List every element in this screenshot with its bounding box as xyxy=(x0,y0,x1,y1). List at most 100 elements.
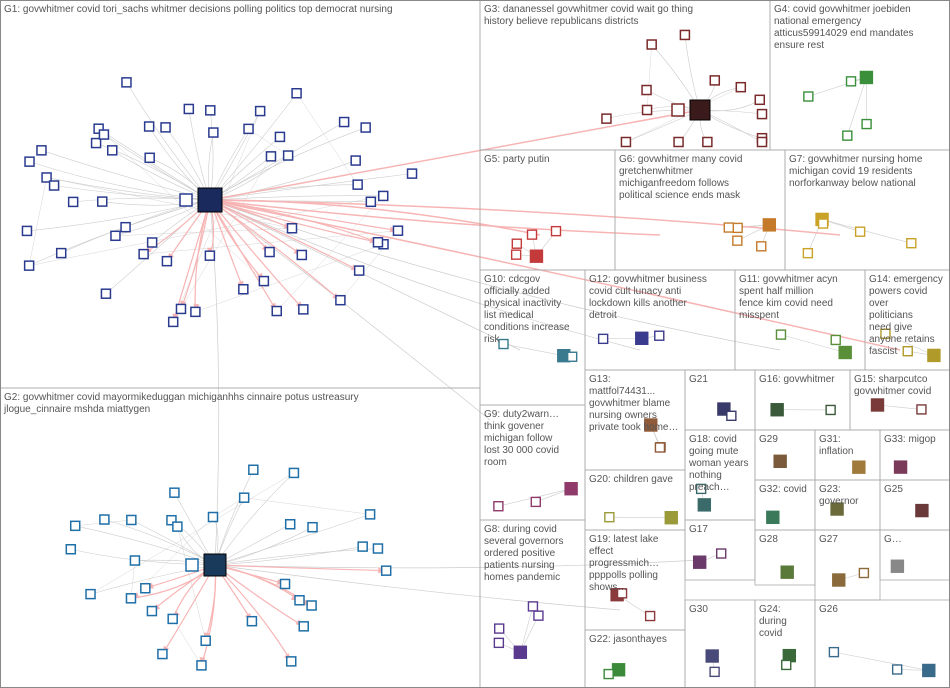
node xyxy=(694,556,706,568)
node xyxy=(307,601,316,610)
node xyxy=(928,349,940,361)
node xyxy=(355,266,364,275)
edge xyxy=(822,219,911,243)
node xyxy=(698,499,710,511)
node xyxy=(604,670,613,679)
node xyxy=(256,107,265,116)
node xyxy=(528,230,537,239)
node xyxy=(703,138,712,147)
node xyxy=(528,602,537,611)
node xyxy=(499,340,508,349)
node xyxy=(847,77,856,86)
node xyxy=(265,248,274,257)
node xyxy=(336,296,345,305)
node xyxy=(379,191,388,200)
cell-label-G9: G9: duty2warn…think govenermichigan foll… xyxy=(484,409,559,468)
node xyxy=(86,590,95,599)
cross-edge xyxy=(210,200,840,235)
node xyxy=(366,197,375,206)
node xyxy=(145,153,154,162)
node xyxy=(724,223,733,232)
node xyxy=(758,110,767,119)
node xyxy=(803,249,812,258)
node xyxy=(186,559,198,571)
edge xyxy=(647,45,652,110)
node xyxy=(284,151,293,160)
node xyxy=(776,330,785,339)
node xyxy=(862,120,871,129)
node xyxy=(706,650,718,662)
node xyxy=(358,542,367,551)
node xyxy=(767,511,779,523)
cell-label-G11: G11: govwhitmer acynspent half millionfe… xyxy=(739,274,838,321)
node xyxy=(859,569,868,578)
node xyxy=(99,130,108,139)
node xyxy=(366,510,375,519)
node xyxy=(755,95,764,104)
node xyxy=(169,317,178,326)
node xyxy=(22,226,31,235)
node xyxy=(763,219,775,231)
node xyxy=(568,352,577,361)
node xyxy=(495,624,504,633)
edge xyxy=(210,110,213,200)
edge xyxy=(126,82,210,200)
cell-label-G26: G26 xyxy=(819,604,838,615)
cell-label-G21: G21 xyxy=(689,374,708,385)
node xyxy=(393,226,402,235)
node xyxy=(494,638,503,647)
cell-label-G19: G19: latest lakeeffectprogressmich…ppppo… xyxy=(589,534,659,593)
node xyxy=(147,607,156,616)
node xyxy=(101,289,110,298)
node xyxy=(771,404,783,416)
node-layer xyxy=(22,30,939,678)
cross-edge xyxy=(210,200,640,350)
node xyxy=(680,30,689,39)
edge xyxy=(609,517,671,518)
node xyxy=(275,132,284,141)
node xyxy=(259,277,268,286)
edge xyxy=(189,109,210,200)
cell-label-G33: G33: migop xyxy=(884,434,936,445)
cell-label-G_extra: G… xyxy=(884,534,902,545)
node xyxy=(853,461,865,473)
node xyxy=(92,139,101,148)
node xyxy=(197,661,206,670)
cell-label-G24: G24:duringcovid xyxy=(759,604,787,639)
node xyxy=(674,138,683,147)
node xyxy=(917,405,926,414)
node xyxy=(266,152,275,161)
cell-label-G14: G14: emergencypowers covidoverpolitician… xyxy=(869,274,943,357)
node xyxy=(145,122,154,131)
node xyxy=(240,493,249,502)
node xyxy=(161,123,170,132)
node xyxy=(249,465,258,474)
node xyxy=(819,219,828,228)
hub-node xyxy=(204,554,226,576)
node xyxy=(108,146,117,155)
node xyxy=(531,497,540,506)
node xyxy=(512,239,521,248)
node xyxy=(655,443,664,452)
edge xyxy=(61,200,210,253)
node xyxy=(512,250,521,259)
edge xyxy=(173,619,202,665)
edge xyxy=(244,498,370,515)
node xyxy=(130,556,139,565)
cell-label-G23: G23:governor xyxy=(819,484,859,507)
node xyxy=(297,250,306,259)
node xyxy=(299,305,308,314)
edge xyxy=(834,652,929,670)
edge xyxy=(520,606,533,652)
node xyxy=(534,611,543,620)
node xyxy=(907,239,916,248)
node xyxy=(736,83,745,92)
edge xyxy=(210,161,356,200)
node xyxy=(565,483,577,495)
node xyxy=(893,665,902,674)
node xyxy=(757,242,766,251)
node xyxy=(923,664,935,676)
node xyxy=(494,502,503,511)
node xyxy=(826,405,835,414)
node xyxy=(717,549,726,558)
